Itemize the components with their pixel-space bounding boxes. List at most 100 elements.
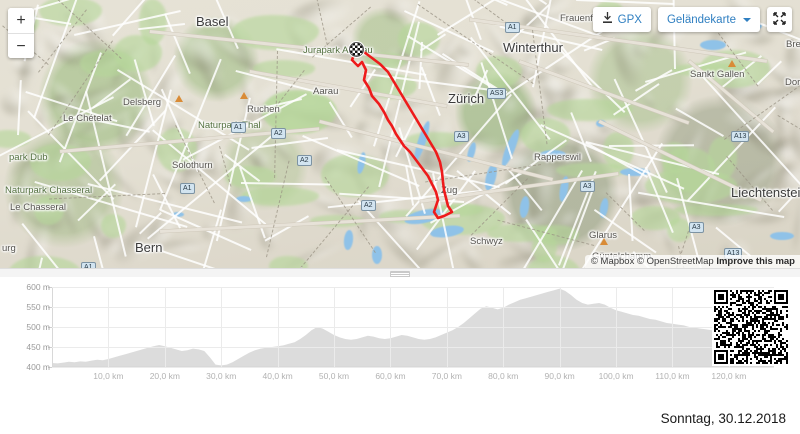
road-shield: A1 [81, 262, 96, 268]
chart-gridline-v [164, 287, 166, 367]
chart-gridline-v [672, 287, 674, 367]
zoom-out-button[interactable]: − [8, 33, 34, 58]
chart-x-tick-label: 90,0 km [544, 371, 575, 381]
peak-marker-icon [175, 95, 183, 102]
road-shield: A2 [361, 200, 376, 211]
chart-x-tick-label: 100,0 km [598, 371, 634, 381]
attribution-improve-link[interactable]: Improve this map [716, 256, 795, 267]
chart-x-tick-label: 120,0 km [711, 371, 747, 381]
map-layer-label: Geländekarte [666, 13, 736, 26]
map-top-controls[interactable]: GPX Geländekarte [592, 7, 792, 32]
map-label: Naturpark Thal [198, 120, 261, 131]
map-label: park Dub [9, 152, 48, 163]
peak-marker-icon [240, 92, 248, 99]
chart-x-tick-label: 70,0 km [431, 371, 462, 381]
chart-x-tick-label: 50,0 km [318, 371, 350, 381]
map-zoom-controls[interactable]: + − [8, 8, 34, 58]
page-footer: Sonntag, 30.12.2018 [0, 398, 800, 434]
map-label: Le Chételat [63, 113, 112, 124]
chart-x-tick-label: 40,0 km [262, 371, 293, 381]
chart-y-tickmark [48, 327, 52, 328]
chart-gridline-v [559, 287, 561, 367]
road-shield: A3 [454, 131, 469, 142]
chart-gridline-h [52, 367, 774, 368]
chart-y-tickmark [48, 367, 52, 368]
map-label: Zug [441, 185, 458, 196]
map-layer-select[interactable]: Geländekarte [657, 7, 760, 32]
map-label: Ruchen [247, 104, 280, 115]
chart-gridline-h [52, 347, 774, 348]
chart-gridline-v [390, 287, 392, 367]
chart-y-tickmark [48, 287, 52, 288]
map-label: Jurapark Aargau [303, 45, 373, 56]
chart-y-tick-label: 550 m [26, 302, 50, 312]
map-label: Aarau [313, 86, 339, 97]
map-container[interactable]: Basel Frauenfeld Winterthur Jurapark Aargau… [0, 0, 800, 268]
chart-gridline-h [52, 327, 774, 328]
map-label: urg [2, 243, 16, 254]
activity-date: Sonntag, 30.12.2018 [660, 411, 786, 426]
map-label: Le Chasseral [10, 202, 66, 213]
zoom-in-button[interactable]: + [8, 8, 34, 33]
map-label: Sankt Gallen [690, 69, 745, 80]
fullscreen-button[interactable] [767, 7, 792, 32]
chart-gridline-v [277, 287, 279, 367]
peak-marker-icon [728, 60, 736, 67]
route-polyline [350, 46, 454, 220]
chart-y-tick-label: 400 m [26, 362, 50, 372]
road-shield: A1 [231, 122, 246, 133]
chart-y-tick-label: 500 m [26, 322, 50, 332]
chart-x-tick-label: 80,0 km [488, 371, 519, 381]
chart-gridline-v [446, 287, 448, 367]
map-label: Basel [196, 14, 229, 29]
road-shield: A2 [271, 128, 286, 139]
chart-x-tick-label: 20,0 km [149, 371, 180, 381]
road-shield: A3 [580, 181, 595, 192]
map-label: Bern [135, 240, 163, 255]
gpx-download-button[interactable]: GPX [592, 7, 651, 32]
map-label: Bregen [786, 39, 800, 50]
elevation-chart[interactable]: 400 m 450 m 500 m 550 m 600 m 10,0 km 20,0 km 3… [0, 277, 800, 395]
chart-y-tickmark [48, 307, 52, 308]
map-label: Liechtenstein [731, 185, 800, 200]
peak-marker-icon [600, 238, 608, 245]
map-canvas[interactable]: Basel Frauenfeld Winterthur Jurapark Aargau… [0, 0, 800, 268]
chart-gridline-h [52, 287, 774, 288]
elevation-plot-area[interactable]: 400 m 450 m 500 m 550 m 600 m 10,0 km 20,0 km 3… [26, 282, 774, 381]
chart-x-tick-label: 30,0 km [206, 371, 237, 381]
map-label: Frauenfeld [560, 13, 606, 24]
chart-y-tick-label: 450 m [26, 342, 50, 352]
route-start-flag-icon [349, 42, 364, 57]
chart-x-axis [52, 366, 774, 367]
road-shield: A13 [731, 131, 750, 142]
chart-gridline-v [221, 287, 223, 367]
chart-gridline-v [616, 287, 618, 367]
map-label: Winterthur [503, 40, 563, 55]
map-label: Glarus [589, 230, 617, 241]
map-attribution[interactable]: © Mapbox © OpenStreetMap Improve this ma… [584, 255, 800, 268]
chart-x-tick-label: 10,0 km [93, 371, 124, 381]
fullscreen-icon [773, 11, 786, 28]
map-label: Naturpark Chasseral [5, 185, 93, 196]
gpx-label: GPX [617, 13, 642, 26]
road-shield: A1 [180, 183, 195, 194]
chart-gridline-v [108, 287, 110, 367]
chart-y-tickmark [48, 347, 52, 348]
chart-y-tick-label: 600 m [26, 282, 50, 292]
attribution-osm[interactable]: © OpenStreetMap [636, 256, 714, 267]
map-label: Rapperswil [534, 152, 581, 163]
road-shield: A3 [689, 222, 704, 233]
road-shield: A1 [505, 22, 520, 33]
chart-gridline-v [503, 287, 505, 367]
chart-gridline-h [52, 307, 774, 308]
road-shield: AS3 [487, 88, 507, 99]
download-icon [602, 12, 613, 27]
attribution-mapbox[interactable]: © Mapbox [590, 256, 635, 267]
road-shield: A2 [297, 155, 312, 166]
map-label: Schwyz [470, 236, 503, 247]
chevron-down-icon [743, 17, 751, 22]
chart-x-tick-label: 110,0 km [655, 371, 690, 381]
map-label: Delsberg [123, 97, 162, 108]
map-label: Solothurn [172, 160, 213, 171]
